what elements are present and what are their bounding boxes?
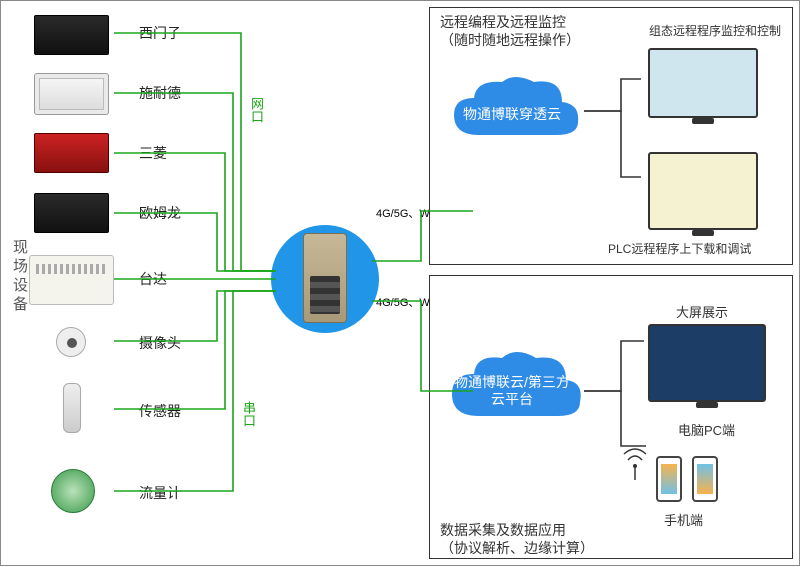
device-icon-delta <box>29 255 114 305</box>
cloud-top-label: 物通博联穿透云 <box>458 94 566 134</box>
phone-icon-1 <box>656 456 682 502</box>
device-icon-camera <box>56 327 86 357</box>
plc-monitor-icon <box>648 152 758 230</box>
ethernet-port-label: 网口 <box>247 97 266 123</box>
remote-panel: 远程编程及远程监控 （随时随地远程操作） 物通博联穿透云 组态远程程序监控和控制… <box>429 7 793 265</box>
data-panel-title1: 数据采集及数据应用 <box>440 520 566 540</box>
device-label-schneider: 施耐德 <box>139 83 181 103</box>
industrial-gateway-icon <box>303 233 347 323</box>
device-label-sensor: 传感器 <box>139 401 181 421</box>
bigscreen-caption: 大屏展示 <box>676 302 728 321</box>
phone-icon-2 <box>692 456 718 502</box>
scada-caption: 组态远程程序监控和控制 <box>640 24 790 38</box>
field-devices-label: 现场设备 <box>9 239 30 315</box>
mobile-caption: 手机端 <box>664 510 703 529</box>
diagram-canvas: 现场设备 西门子 施耐德 三菱 欧姆龙 台达 摄像头 传感器 流量计 网口 串口… <box>0 0 800 566</box>
wifi-icon <box>620 444 650 484</box>
device-icon-sensor <box>63 383 81 433</box>
pc-caption: 电脑PC端 <box>678 420 735 439</box>
scada-monitor-icon <box>648 48 758 118</box>
device-icon-flowmeter <box>51 469 95 513</box>
remote-panel-title2: （随时随地远程操作） <box>440 30 580 50</box>
bigscreen-monitor-icon <box>648 324 766 402</box>
device-label-flowmeter: 流量计 <box>139 483 181 503</box>
device-label-camera: 摄像头 <box>139 333 181 353</box>
data-panel-title2: （协议解析、边缘计算） <box>440 538 594 558</box>
cloud-bottom-label: 物通博联云/第三方云平台 <box>454 368 570 414</box>
device-icon-mitsubishi <box>34 133 109 173</box>
remote-panel-title1: 远程编程及远程监控 <box>440 12 566 32</box>
device-icon-schneider <box>34 73 109 115</box>
device-icon-siemens <box>34 15 109 55</box>
device-label-omron: 欧姆龙 <box>139 203 181 223</box>
device-label-siemens: 西门子 <box>139 23 181 43</box>
plc-caption: PLC远程程序上下载和调试 <box>608 240 751 257</box>
serial-port-label: 串口 <box>239 401 258 427</box>
device-label-delta: 台达 <box>139 269 167 289</box>
device-icon-omron <box>34 193 109 233</box>
device-label-mitsubishi: 三菱 <box>139 143 167 163</box>
data-panel: 物通博联云/第三方云平台 大屏展示 电脑PC端 手机端 数据采集及数据应用 （协… <box>429 275 793 559</box>
